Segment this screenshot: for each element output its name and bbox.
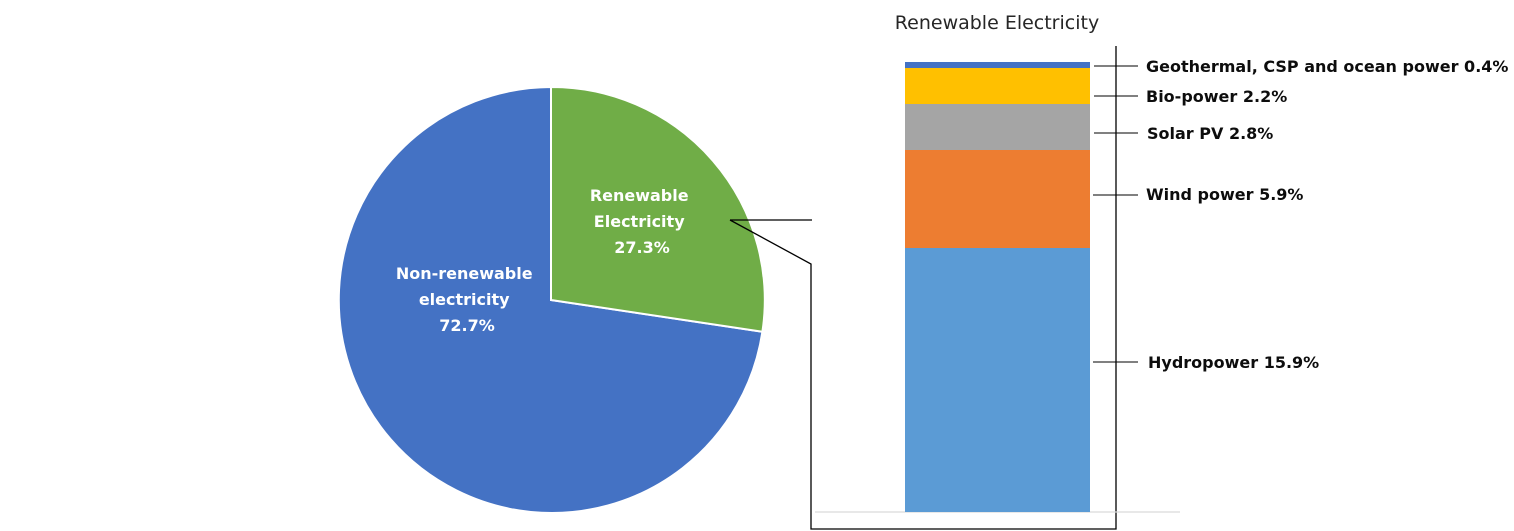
- pie-label-nonrenewable: Non-renewable electricity 72.7%: [396, 264, 538, 335]
- bar-label-solar: Solar PV 2.8%: [1147, 124, 1273, 143]
- bar-segment-solar: [905, 104, 1090, 150]
- pie-label-renewable: Renewable Electricity 27.3%: [590, 186, 694, 257]
- bar-label-bio: Bio-power 2.2%: [1146, 87, 1287, 106]
- bar-label-geothermal: Geothermal, CSP and ocean power 0.4%: [1146, 57, 1508, 76]
- bar-leader-lines: [1093, 65, 1138, 363]
- bar-segment-wind: [905, 150, 1090, 248]
- pie-chart: Non-renewable electricity 72.7% Renewabl…: [337, 85, 766, 514]
- bar-segment-bio: [905, 68, 1090, 104]
- connector-lines: [729, 46, 1117, 530]
- bar-chart-title: Renewable Electricity: [895, 12, 1099, 34]
- stacked-bar-chart: Renewable Electricity Geothermal, CSP an…: [815, 12, 1508, 513]
- bar-label-wind: Wind power 5.9%: [1146, 185, 1303, 204]
- bar-label-hydro: Hydropower 15.9%: [1148, 353, 1319, 372]
- bar-segment-geothermal: [905, 62, 1090, 68]
- pie-slice-renewable: [550, 85, 766, 333]
- bar-segment-hydropower: [905, 248, 1090, 512]
